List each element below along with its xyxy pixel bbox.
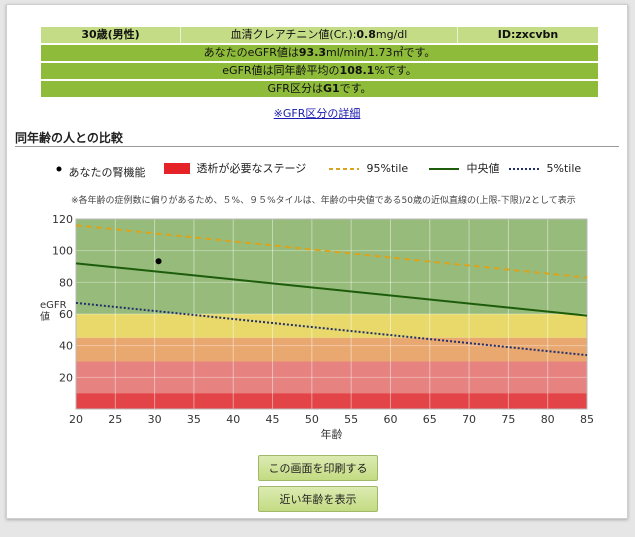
info-table: 30歳(男性) 血清クレアチニン値(Cr.):0.8mg/dl ID:zxcvb…	[41, 27, 598, 99]
legend-item-kidney: あなたの腎機能	[55, 162, 146, 180]
y-tick-label: 80	[59, 276, 73, 289]
gfr-category-text: GFR区分はG1です。	[41, 81, 598, 97]
age-sex-cell: 30歳(男性)	[41, 27, 181, 43]
legend-item-dialysis: 透析が必要なステージ	[163, 162, 306, 176]
x-tick-label: 80	[541, 413, 555, 426]
main-panel: 30歳(男性) 血清クレアチニン値(Cr.):0.8mg/dl ID:zxcvb…	[6, 4, 628, 519]
dashed-line-icon	[329, 168, 359, 170]
legend-item-p5: 5%tile	[509, 162, 581, 176]
x-tick-label: 65	[423, 413, 437, 426]
x-tick-label: 30	[148, 413, 162, 426]
red-swatch-icon	[164, 163, 190, 174]
info-row-header: 30歳(男性) 血清クレアチニン値(Cr.):0.8mg/dl ID:zxcvb…	[41, 27, 598, 43]
dot-icon	[56, 166, 62, 172]
zone-band-1	[76, 314, 587, 338]
x-tick-label: 25	[108, 413, 122, 426]
series-line-1	[75, 262, 588, 317]
x-tick-label: 55	[344, 413, 358, 426]
x-tick-label: 60	[383, 413, 397, 426]
id-cell: ID:zxcvbn	[458, 27, 598, 43]
chart-zones	[76, 219, 587, 409]
chart-grid	[75, 218, 588, 410]
chart-ticks: 20 25 30 35 40 45 50 55 60 65 70 75 80 85 20 40 60 80 100 1…	[52, 213, 594, 426]
section-title: 同年齢の人との比較	[15, 131, 123, 145]
x-tick-label: 35	[187, 413, 201, 426]
legend-label-kidney: あなたの腎機能	[68, 166, 146, 179]
average-row: eGFR値は同年齢平均の108.1%です。	[41, 63, 598, 79]
gfr-detail-link[interactable]: ※GFR区分の詳細	[273, 107, 361, 120]
legend-item-p95: 95%tile	[329, 162, 408, 176]
zone-band-0	[76, 219, 587, 314]
x-tick-label: 45	[266, 413, 280, 426]
legend-label-median: 中央値	[466, 162, 500, 175]
x-tick-label: 40	[226, 413, 240, 426]
legend-label-p5: 5%tile	[546, 162, 582, 175]
zone-band-4	[76, 393, 587, 409]
gfr-category-row: GFR区分はG1です。	[41, 81, 598, 97]
y-tick-label: 60	[59, 308, 73, 321]
dotted-line-icon	[509, 168, 539, 170]
y-tick-label: 100	[52, 245, 73, 258]
legend-item-median: 中央値	[429, 162, 500, 176]
x-tick-label: 75	[501, 413, 515, 426]
section-divider	[15, 146, 619, 147]
x-tick-label: 70	[462, 413, 476, 426]
zone-band-3	[76, 361, 587, 394]
y-tick-label: 20	[59, 371, 73, 384]
series-line-2	[75, 301, 588, 357]
zone-band-2	[76, 337, 587, 362]
legend-label-dialysis: 透析が必要なステージ	[196, 162, 307, 175]
percentile-note: ※各年齢の症例数に偏りがあるため、５%、９５%タイルは、年齢の中央値である50歳…	[71, 196, 576, 206]
x-tick-label: 20	[69, 413, 83, 426]
y-tick-label: 120	[52, 213, 73, 226]
print-button[interactable]: この画面を印刷する	[258, 455, 378, 481]
average-text: eGFR値は同年齢平均の108.1%です。	[41, 63, 598, 79]
show-nearby-age-button[interactable]: 近い年齢を表示	[258, 486, 378, 512]
chart-legend: あなたの腎機能 透析が必要なステージ 95%tile 中央値 5%tile	[7, 162, 627, 180]
plot-frame	[75, 218, 588, 410]
x-tick-label: 85	[580, 413, 594, 426]
x-tick-label: 50	[305, 413, 319, 426]
egfr-text: あなたのeGFR値は93.3ml/min/1.73㎡です。	[41, 45, 598, 61]
y-axis-label-line2: 値	[40, 310, 50, 323]
series-line-0	[75, 224, 588, 279]
chart-point	[155, 258, 162, 265]
chart-lines	[75, 224, 588, 357]
kidney-function-point	[155, 258, 162, 265]
egfr-row: あなたのeGFR値は93.3ml/min/1.73㎡です。	[41, 45, 598, 61]
solid-line-icon	[429, 168, 459, 170]
creatinine-cell: 血清クレアチニン値(Cr.):0.8mg/dl	[181, 27, 458, 43]
y-axis-label-line1: eGFR	[40, 300, 67, 311]
x-axis-label: 年齢	[321, 427, 343, 441]
egfr-chart: 20 25 30 35 40 45 50 55 60 65 70 75 80 85 20 40 60 80 100 1…	[40, 213, 594, 441]
legend-label-p95: 95%tile	[366, 162, 409, 175]
y-tick-label: 40	[59, 340, 73, 353]
